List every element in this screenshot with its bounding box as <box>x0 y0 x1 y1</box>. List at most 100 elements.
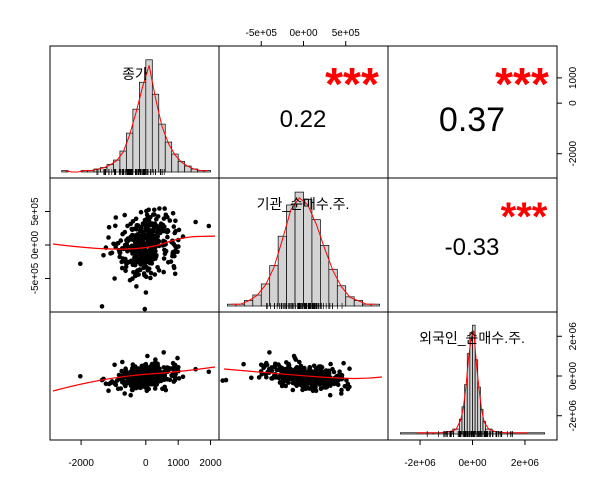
scatter-point-2-1 <box>173 219 178 224</box>
hist-bar-var1 <box>120 151 126 172</box>
scatter-point-3-2 <box>325 382 330 387</box>
scatter-point-3-2 <box>337 369 342 374</box>
scatter-point-2-1 <box>207 224 212 229</box>
scatter-point-2-1 <box>144 265 149 270</box>
scatter-point-3-1 <box>106 388 111 393</box>
scatter-point-3-2 <box>286 362 291 367</box>
scatter-point-3-1 <box>162 385 167 390</box>
scatter-point-3-2 <box>241 362 246 367</box>
scatter-point-2-1 <box>120 232 125 237</box>
scatter-point-2-1 <box>171 211 176 216</box>
scatter-point-2-1 <box>136 249 141 254</box>
scatter-point-3-2 <box>308 368 313 373</box>
hist-bar-var2 <box>270 266 278 306</box>
scatter-point-2-1 <box>152 208 157 213</box>
scatter-point-3-2 <box>303 385 308 390</box>
scatter-point-3-1 <box>129 379 134 384</box>
scatter-point-2-1 <box>128 278 133 283</box>
scatter-point-3-2 <box>347 385 352 390</box>
scatter-point-2-1 <box>171 250 176 255</box>
diag-label-var1: 종가 <box>122 66 148 82</box>
scatter-point-2-1 <box>151 255 156 260</box>
x-tick-label-var1: 0 <box>143 458 149 469</box>
x-tick-label-var3: 0e+00 <box>458 458 487 469</box>
scatter-point-2-1 <box>144 290 149 295</box>
scatter-point-3-1 <box>151 378 156 383</box>
hist-bar-var2 <box>329 269 337 306</box>
scatter-point-3-1 <box>155 362 160 367</box>
y-tick-label-var3-right: 2e+06 <box>568 322 579 351</box>
scatter-point-3-1 <box>122 381 127 386</box>
scatter-point-2-1 <box>127 260 132 265</box>
hist-bar-var2 <box>320 245 328 306</box>
y-tick-label-var1-right: -2000 <box>568 140 579 166</box>
scatter-point-2-1 <box>177 228 182 233</box>
y-tick-label-var1-right: 0 <box>568 100 579 106</box>
y-tick-label-var2: 0e+00 <box>30 231 41 260</box>
scatter-point-3-1 <box>149 364 154 369</box>
diag-label-var3: 외국인_순매수.주. <box>419 330 525 346</box>
scatter-point-2-1 <box>125 224 130 229</box>
scatter-point-2-1 <box>175 250 180 255</box>
scatter-point-2-1 <box>176 244 181 249</box>
scatter-point-2-1 <box>145 254 150 259</box>
scatter-point-2-1 <box>162 206 167 211</box>
scatter-point-2-1 <box>141 237 146 242</box>
scatter-point-3-1 <box>162 377 167 382</box>
scatter-point-3-1 <box>128 393 133 398</box>
scatter-point-2-1 <box>118 251 123 256</box>
hist-bar-var1 <box>126 133 132 172</box>
scatter-point-3-2 <box>319 387 324 392</box>
scatter-point-3-2 <box>332 382 337 387</box>
scatter-point-3-2 <box>312 364 317 369</box>
scatter-point-2-1 <box>134 284 139 289</box>
scatter-point-3-2 <box>303 380 308 385</box>
scatter-point-2-1 <box>120 266 125 271</box>
scatter-point-3-1 <box>122 391 127 396</box>
scatter-point-3-2 <box>286 369 291 374</box>
diag-label-var2: 기관_순매수.주. <box>257 196 350 212</box>
scatter-point-2-1 <box>163 252 168 257</box>
x-tick-label-var1: -2000 <box>68 458 94 469</box>
scatter-point-3-1 <box>177 376 182 381</box>
scatter-point-2-1 <box>141 254 146 259</box>
scatter-point-2-1 <box>170 254 175 259</box>
scatter-point-3-2 <box>309 380 314 385</box>
scatter-point-3-1 <box>175 356 180 361</box>
corr-value-1-2: 0.22 <box>280 106 327 133</box>
y-tick-label-var2: 5e+05 <box>30 197 41 226</box>
scatter-point-3-2 <box>308 386 313 391</box>
scatter-point-2-1 <box>136 237 141 242</box>
scatter-point-2-1 <box>112 276 117 281</box>
scatter-point-3-2 <box>267 367 272 372</box>
scatter-point-3-2 <box>278 380 283 385</box>
x-tick-label-var1: 2000 <box>199 458 222 469</box>
x-tick-label-var3: 2e+06 <box>511 458 540 469</box>
scatter-point-3-1 <box>139 368 144 373</box>
scatter-point-3-2 <box>318 378 323 383</box>
scatter-point-3-2 <box>341 361 346 366</box>
scatter-point-2-1 <box>100 304 105 309</box>
scatter-point-2-1 <box>157 206 162 211</box>
scatter-point-2-1 <box>173 272 178 277</box>
scatter-point-3-1 <box>144 385 149 390</box>
scatter-point-2-1 <box>144 274 149 279</box>
hist-bar-var2 <box>261 284 269 306</box>
scatter-point-3-1 <box>133 364 138 369</box>
scatter-point-2-1 <box>151 233 156 238</box>
scatter-point-3-2 <box>332 370 337 375</box>
scatter-point-2-1 <box>113 224 118 229</box>
scatter-point-2-1 <box>172 224 177 229</box>
scatter-point-2-1 <box>150 261 155 266</box>
scatter-point-2-1 <box>160 225 165 230</box>
hist-bar-var2 <box>337 286 345 306</box>
scatter-point-2-1 <box>155 230 160 235</box>
scatter-point-3-1 <box>112 363 117 368</box>
scatter-point-2-1 <box>165 235 170 240</box>
scatter-point-3-2 <box>320 365 325 370</box>
scatter-point-3-2 <box>249 376 254 381</box>
scatter-point-3-2 <box>291 388 296 393</box>
y-tick-label-var3-right: 0e+00 <box>568 362 579 391</box>
scatter-point-3-1 <box>153 386 158 391</box>
scatter-point-3-1 <box>141 375 146 380</box>
